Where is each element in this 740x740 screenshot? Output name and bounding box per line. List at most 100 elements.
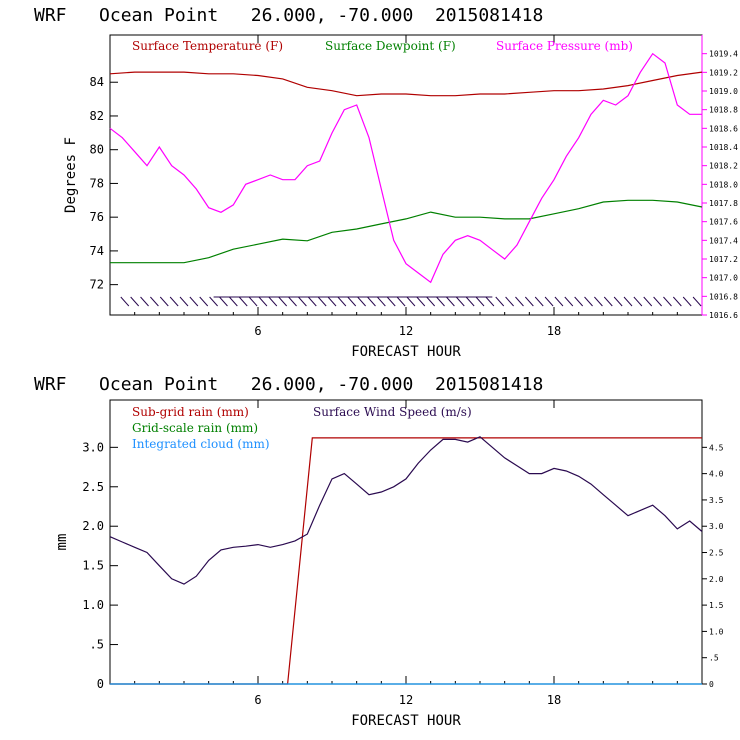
x-tick-label: 18 — [547, 693, 561, 707]
wind-barb — [692, 296, 702, 307]
y2-tick-label: 1016.6 — [709, 311, 738, 320]
y2-tick-label: 4.5 — [709, 443, 724, 452]
y2-tick-label: 4.0 — [709, 470, 724, 479]
y2-tick-label: 1017.0 — [709, 274, 738, 283]
wind-barb — [367, 296, 376, 307]
wind-barb — [475, 296, 485, 307]
wind-barb — [169, 296, 179, 307]
y2-tick-label: 2.0 — [709, 575, 724, 584]
y2-tick-label: 1019.4 — [709, 50, 738, 59]
wind-barb — [564, 296, 574, 307]
y2-tick-label: 1018.4 — [709, 143, 738, 152]
wind-barb — [515, 296, 524, 307]
wind-barb — [633, 296, 643, 307]
legend-entry: Surface Dewpoint (F) — [325, 39, 456, 53]
wind-barb — [347, 296, 357, 307]
chart-title: WRF Ocean Point 26.000, -70.000 20150814… — [34, 5, 543, 26]
wind-barb — [426, 296, 436, 307]
wind-barb — [298, 296, 307, 307]
y2-tick-label: .5 — [709, 654, 719, 663]
wind-barb — [258, 296, 268, 307]
legend-entry: Surface Wind Speed (m/s) — [313, 405, 472, 419]
y2-tick-label: 3.5 — [709, 496, 724, 505]
chart-panel-2: WRF Ocean Point 26.000, -70.000 20150814… — [34, 374, 724, 729]
wind-barb — [140, 296, 149, 307]
x-axis-label: FORECAST HOUR — [351, 344, 461, 360]
legend-entry: Surface Temperature (F) — [132, 39, 283, 53]
wind-barb — [613, 296, 623, 307]
plot-frame — [109, 34, 703, 316]
chart-panel-1: WRF Ocean Point 26.000, -70.000 20150814… — [34, 5, 738, 360]
legend-entry: Grid-scale rain (mm) — [132, 421, 258, 435]
wind-barb — [653, 296, 662, 307]
series-line-sub-grid-rain-mm — [110, 437, 702, 685]
wind-barb — [594, 296, 603, 307]
chart-title: WRF Ocean Point 26.000, -70.000 20150814… — [34, 374, 543, 395]
wind-barb — [524, 296, 534, 307]
series-line-surface-dewpoint-f — [110, 199, 703, 264]
wind-barb — [416, 296, 426, 307]
wind-barb — [307, 296, 317, 307]
y2-tick-label: 1017.4 — [709, 236, 738, 245]
y2-tick-label: 1019.2 — [709, 68, 738, 77]
legend-entry: Surface Pressure (mb) — [496, 39, 633, 53]
wind-barb — [288, 296, 297, 307]
y-tick-label: 3.0 — [82, 440, 104, 454]
wind-barb — [219, 296, 228, 307]
y2-tick-label: 1017.8 — [709, 199, 738, 208]
y2-tick-label: 1018.0 — [709, 180, 738, 189]
y-tick-label: 84 — [90, 75, 104, 89]
y-tick-label: 76 — [90, 210, 104, 224]
wind-barb — [130, 296, 140, 307]
wind-barb — [150, 296, 159, 307]
wind-barb — [455, 296, 465, 307]
wind-barb — [554, 296, 564, 307]
wind-barb — [446, 296, 455, 307]
wind-barb — [495, 296, 505, 307]
wind-barb — [643, 296, 653, 307]
wind-barb — [485, 296, 495, 307]
series-line-surface-pressure-mb — [109, 52, 702, 284]
wind-barb — [603, 296, 613, 307]
wind-barb — [623, 296, 633, 307]
wind-barb — [544, 296, 554, 307]
y2-tick-label: 1.0 — [709, 627, 724, 636]
legend-entry: Integrated cloud (mm) — [132, 437, 270, 451]
wind-barb — [574, 296, 584, 307]
x-tick-label: 12 — [399, 324, 413, 338]
wind-barb — [357, 296, 366, 307]
wind-barb — [337, 296, 347, 307]
y2-tick-label: 1017.6 — [709, 218, 738, 227]
x-tick-label: 12 — [399, 693, 413, 707]
wind-barb — [505, 296, 514, 307]
wind-barb — [396, 296, 406, 307]
y2-tick-label: 1018.8 — [709, 106, 738, 115]
wind-barb — [268, 296, 278, 307]
legend-entry: Sub-grid rain (mm) — [132, 405, 249, 419]
y-tick-label: 72 — [90, 278, 104, 292]
wind-barb — [534, 296, 544, 307]
wind-barb — [436, 296, 445, 307]
y-tick-label: .5 — [90, 638, 104, 652]
wind-barb — [199, 296, 209, 307]
wind-barb — [238, 296, 248, 307]
y2-tick-label: 0 — [709, 680, 714, 689]
y-tick-label: 80 — [90, 143, 104, 157]
series-line-surface-wind-speed-m-s — [109, 436, 703, 585]
wind-barb — [278, 296, 288, 307]
wind-barb — [189, 296, 199, 307]
y-tick-label: 74 — [90, 244, 104, 258]
wind-barb — [228, 296, 238, 307]
y2-tick-label: 1016.8 — [709, 292, 738, 301]
y-tick-label: 1.0 — [82, 598, 104, 612]
wind-barb — [317, 296, 327, 307]
y-tick-label: 0 — [97, 677, 104, 691]
y2-tick-label: 1.5 — [709, 601, 724, 610]
x-tick-label: 6 — [254, 693, 261, 707]
wind-barb — [386, 296, 396, 307]
x-axis-label: FORECAST HOUR — [351, 713, 461, 729]
y2-tick-label: 1017.2 — [709, 255, 738, 264]
wind-barb — [120, 296, 130, 307]
wind-barbs — [120, 296, 702, 307]
